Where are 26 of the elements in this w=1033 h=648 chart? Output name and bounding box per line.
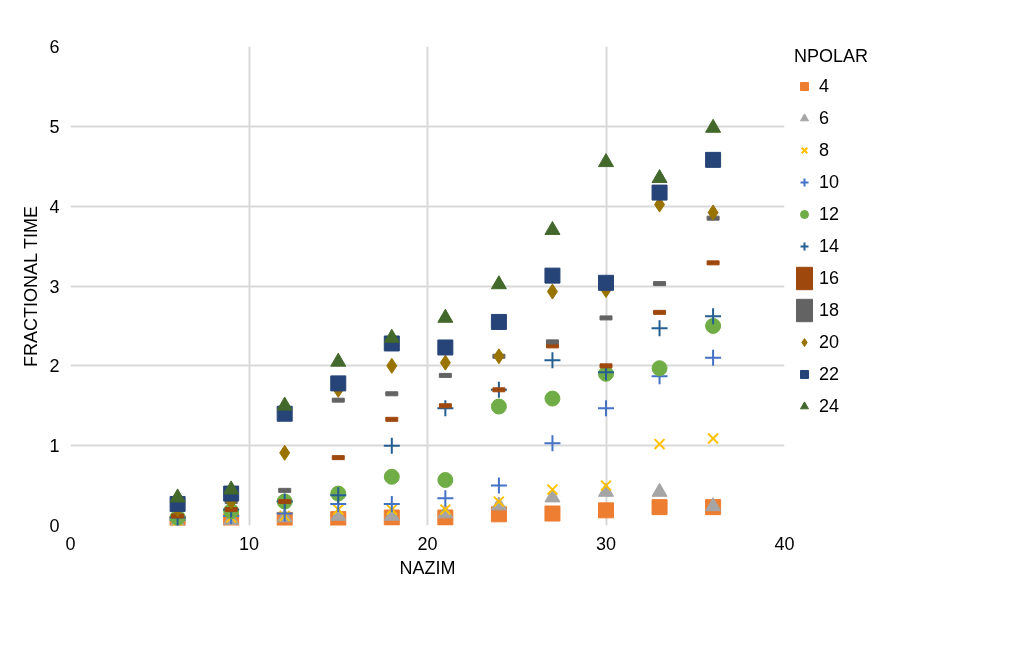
y-tick-label: 3 [49, 276, 60, 297]
legend-label: 16 [819, 266, 840, 290]
x-tick-label: 40 [774, 533, 795, 554]
legend-label: 10 [819, 170, 840, 194]
x-tick-label: 0 [65, 533, 76, 554]
legend-label: 22 [819, 362, 840, 386]
legend-label: 18 [819, 298, 840, 322]
legend-label: 4 [819, 74, 830, 98]
y-tick-label: 0 [49, 516, 60, 536]
legend-label: 8 [819, 138, 830, 162]
legend-label: 6 [819, 106, 830, 130]
y-tick-label: 5 [49, 116, 60, 137]
x-tick-label: 20 [417, 533, 438, 554]
legend-label: 24 [819, 394, 840, 418]
y-tick-label: 6 [49, 37, 60, 57]
legend-label: 12 [819, 202, 840, 226]
x-tick-label: 30 [595, 533, 617, 554]
legend-label: 20 [819, 330, 840, 354]
x-tick-label: 10 [238, 533, 260, 554]
x-axis-title: NAZIM [399, 557, 456, 578]
legend-label: 14 [819, 234, 840, 258]
legend-title: NPOLAR [794, 46, 869, 67]
y-axis-title: FRACTIONAL TIME [21, 205, 42, 367]
y-tick-label: 4 [49, 196, 60, 217]
y-tick-label: 2 [49, 356, 60, 377]
y-tick-label: 1 [49, 436, 60, 457]
